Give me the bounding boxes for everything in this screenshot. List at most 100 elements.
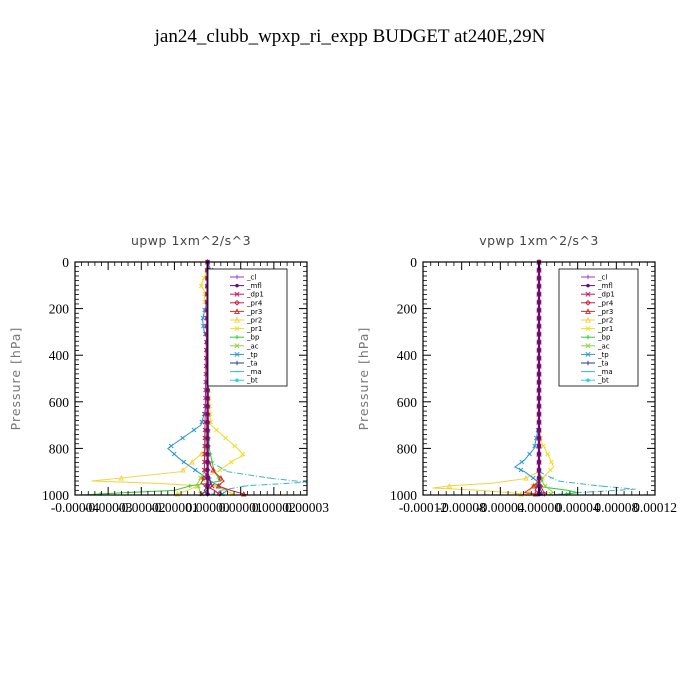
legend-entry: _cl — [581, 274, 607, 282]
data-point — [518, 490, 524, 497]
y-tick-label: 200 — [397, 302, 418, 317]
legend-entry: _bt — [581, 377, 609, 385]
legend-entry: _mfl — [581, 282, 613, 290]
data-point — [205, 483, 210, 489]
y-tick-label: 400 — [49, 348, 70, 363]
legend-label: _pr3 — [246, 308, 262, 316]
data-point — [536, 411, 542, 417]
data-point — [536, 339, 542, 345]
legend-label: _bt — [597, 377, 609, 385]
data-point — [189, 458, 195, 465]
data-point — [232, 443, 237, 449]
data-point — [218, 474, 224, 481]
legend-label: _dp1 — [597, 291, 615, 299]
legend-entry: _tp — [230, 351, 258, 359]
data-point — [541, 491, 548, 497]
legend-entry: _pr2 — [230, 317, 262, 325]
data-point — [536, 459, 542, 465]
data-point — [205, 451, 210, 457]
data-point — [210, 460, 215, 464]
legend-entry: _pr1 — [230, 325, 262, 333]
data-point — [545, 451, 550, 457]
data-point — [168, 443, 174, 449]
legend-label: _ac — [246, 342, 259, 350]
legend-entry: _pr3 — [581, 308, 613, 316]
data-point — [536, 387, 542, 393]
legend-entry: _mfl — [230, 282, 262, 290]
data-point — [205, 419, 210, 425]
legend-label: _ma — [597, 368, 613, 376]
legend-label: _ma — [246, 368, 262, 376]
data-point — [209, 483, 215, 489]
data-point — [518, 467, 524, 473]
legend-swatch-marker — [234, 351, 240, 357]
data-point — [210, 466, 216, 473]
legend-label: _ta — [246, 360, 258, 368]
legend-label: _bt — [246, 377, 258, 385]
data-point — [228, 459, 234, 465]
data-point — [205, 475, 210, 481]
legend-swatch-marker — [585, 360, 591, 366]
data-point — [536, 299, 542, 305]
data-point — [196, 483, 201, 489]
data-point — [549, 459, 554, 465]
data-point — [530, 482, 537, 489]
y-axis-label: Pressure [hPa] — [356, 327, 371, 431]
data-point — [542, 483, 548, 489]
legend-label: _pr1 — [597, 325, 613, 333]
data-point — [180, 435, 185, 441]
x-tick-label: -0.00008 — [437, 500, 486, 515]
x-tick-label: 0.00008 — [594, 500, 638, 515]
data-point — [536, 427, 542, 433]
y-tick-label: 1000 — [390, 488, 417, 503]
legend-label: _dp1 — [246, 291, 264, 299]
data-point — [240, 451, 246, 457]
series-line-pr2 — [91, 262, 209, 496]
data-point — [118, 474, 125, 481]
legend-entry: _bt — [230, 377, 258, 385]
series-line-ac — [538, 262, 555, 496]
data-point — [191, 427, 197, 433]
data-point — [536, 315, 542, 321]
data-point — [199, 283, 204, 289]
data-point — [205, 395, 210, 401]
data-point — [536, 443, 542, 449]
data-point — [536, 403, 542, 409]
legend-entry: _dp1 — [230, 291, 264, 299]
x-tick-label: -0.00012 — [399, 500, 447, 515]
legend-swatch-marker — [585, 343, 591, 349]
legend-entry: _pr4 — [230, 299, 263, 307]
data-point — [205, 467, 210, 473]
data-point — [536, 347, 542, 353]
legend-swatch-marker — [585, 351, 591, 357]
y-axis-label: Pressure [hPa] — [8, 327, 23, 431]
data-point — [198, 450, 204, 457]
legend-label: _pr1 — [246, 325, 262, 333]
data-point — [171, 451, 177, 457]
data-point — [536, 395, 542, 401]
series-markers-pr2 — [446, 258, 542, 497]
legend-swatch-marker — [234, 291, 240, 297]
y-ticks: 0 200 400 600 800 1000 — [390, 255, 655, 503]
legend-entry: _bp — [230, 334, 260, 342]
data-point — [205, 411, 210, 417]
legend-entry: _ac — [581, 342, 610, 350]
x-tick-label: 0.00000 — [186, 500, 230, 515]
data-point — [527, 451, 532, 457]
data-point — [201, 475, 207, 481]
y-tick-label: 800 — [397, 441, 418, 456]
data-point — [192, 467, 198, 473]
legend-label: _ta — [597, 360, 609, 368]
legend: _cl_mfl_dp1_pr4_pr3_pr2_pr1_bp_ac_tp_ta_… — [558, 268, 639, 387]
legend-label: _cl — [246, 274, 256, 282]
data-point — [532, 443, 537, 449]
legend-label: _tp — [246, 351, 258, 359]
x-tick-label: 0.00003 — [285, 500, 329, 515]
y-tick-label: 400 — [397, 348, 418, 363]
data-point — [205, 459, 210, 465]
data-point — [205, 387, 210, 393]
x-tick-label: 0.00001 — [219, 500, 263, 515]
data-point — [536, 355, 542, 361]
legend-entry: _ta — [581, 360, 609, 368]
legend-swatch-marker — [234, 308, 240, 315]
